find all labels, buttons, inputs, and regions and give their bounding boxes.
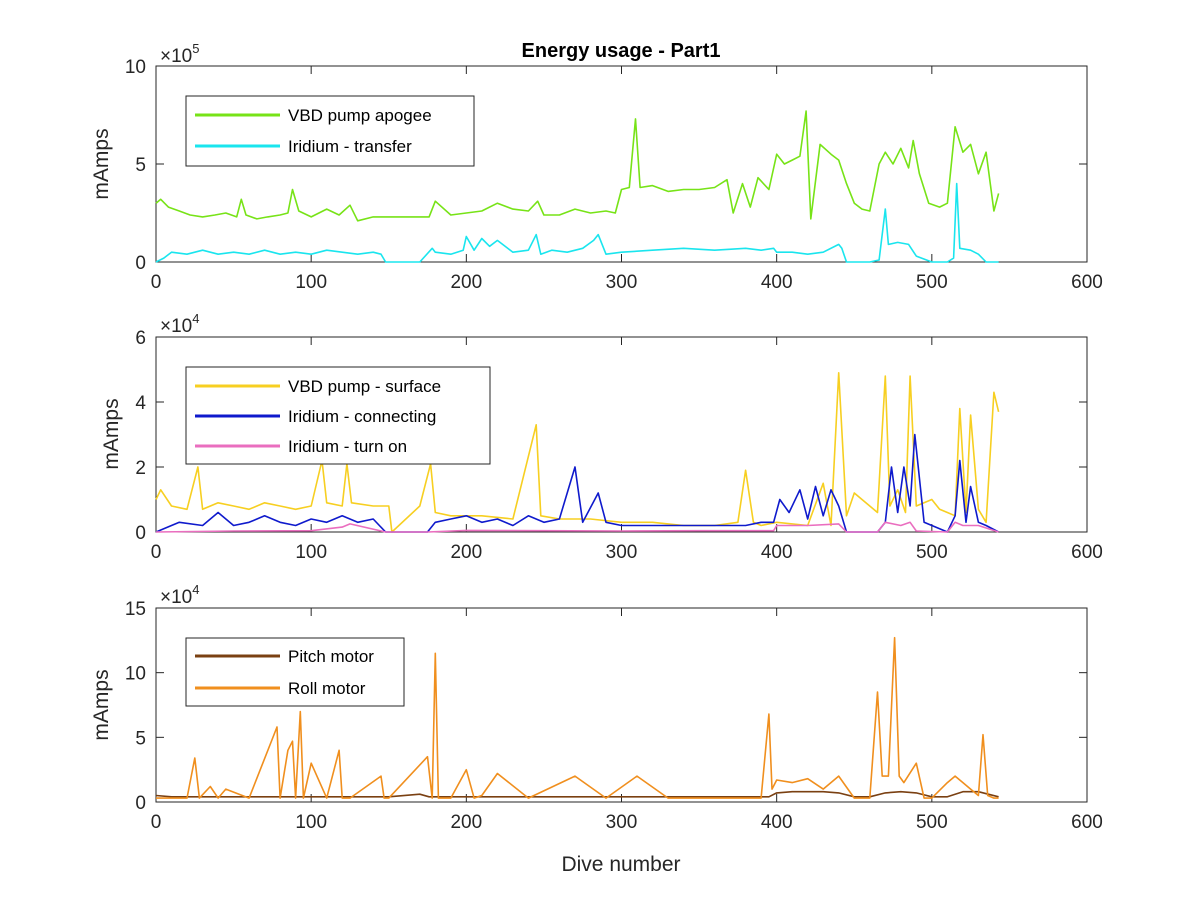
y-exponent-base-3: ×10 [160, 587, 192, 608]
x-tick-label-1-4: 400 [761, 272, 793, 293]
x-tick-label-3-1: 100 [295, 812, 327, 833]
x-tick-label-1-6: 600 [1071, 272, 1103, 293]
legend-box-1 [185, 95, 475, 167]
y-exponent-power-3: 4 [192, 582, 199, 597]
legend-3: Pitch motor Roll motor [185, 637, 405, 707]
y-tick-label-3-2: 10 [125, 664, 146, 685]
y-exponent-2: ×104 [160, 311, 199, 337]
y-exponent-1: ×105 [160, 41, 199, 67]
legend-label-2-2: Iridium - connecting [288, 407, 436, 426]
lines-1 [155, 110, 1000, 263]
series-line-2-1 [155, 371, 1000, 533]
x-tick-label-2-3: 300 [606, 542, 638, 563]
x-tick-label-2-0: 0 [151, 542, 162, 563]
series-line-1-2 [155, 182, 999, 263]
y-tick-label-3-0: 0 [135, 793, 146, 814]
legend-box-3 [185, 637, 405, 707]
chart-title: Energy usage - Part1 [522, 40, 721, 62]
x-tick-label-1-0: 0 [151, 272, 162, 293]
y-exponent-base-1: ×10 [160, 46, 192, 67]
subplot-1: Energy usage - Part1 mAmps ×105 0 100 200 3… [90, 40, 1103, 293]
x-tick-label-2-1: 100 [295, 542, 327, 563]
x-tick-label-3-5: 500 [916, 812, 948, 833]
y-exponent-power-1: 5 [192, 41, 199, 56]
x-tick-label-3-0: 0 [151, 812, 162, 833]
lines-2 [155, 371, 1000, 533]
y-tick-label-3-1: 5 [135, 728, 146, 749]
x-axis-label: Dive number [561, 853, 680, 876]
x-tick-label-1-1: 100 [295, 272, 327, 293]
legend-label-3-2: Roll motor [288, 679, 366, 698]
legend-label-1-2: Iridium - transfer [288, 137, 412, 156]
x-tick-label-1-2: 200 [450, 272, 482, 293]
legend-label-3-1: Pitch motor [288, 647, 374, 666]
x-tick-label-3-2: 200 [450, 812, 482, 833]
series-line-3-2 [156, 636, 999, 799]
x-tick-label-2-4: 400 [761, 542, 793, 563]
y-exponent-3: ×104 [160, 582, 199, 608]
x-tick-label-1-5: 500 [916, 272, 948, 293]
legend-label-2-3: Iridium - turn on [288, 437, 407, 456]
y-exponent-power-2: 4 [192, 311, 199, 326]
ticks-1: 0 100 200 300 400 500 600 0 5 10 [125, 57, 1103, 293]
legend-1: VBD pump apogee Iridium - transfer [185, 95, 475, 167]
ticks-3: 0 100 200 300 400 500 600 0 5 10 15 [125, 599, 1103, 833]
legend-label-2-1: VBD pump - surface [288, 377, 441, 396]
y-axis-label-2: mAmps [100, 398, 123, 469]
series-line-3-1 [155, 790, 999, 798]
y-axis-label-1: mAmps [90, 128, 113, 199]
y-tick-label-1-1: 5 [135, 155, 146, 176]
y-tick-label-3-3: 15 [125, 599, 146, 620]
x-tick-label-1-3: 300 [606, 272, 638, 293]
y-tick-label-2-3: 6 [135, 328, 146, 349]
series-line-1-1 [155, 110, 1000, 222]
series-line-2-3 [155, 521, 999, 533]
series-line-2-2 [155, 433, 999, 533]
y-exponent-base-2: ×10 [160, 316, 192, 337]
y-tick-label-2-0: 0 [135, 523, 146, 544]
y-axis-label-3: mAmps [90, 669, 113, 740]
lines-3 [155, 636, 999, 799]
y-tick-label-1-2: 10 [125, 57, 146, 78]
y-tick-label-2-2: 4 [135, 393, 146, 414]
x-tick-label-3-6: 600 [1071, 812, 1103, 833]
subplot-3: mAmps ×104 Dive number 0 100 200 300 400 500 6… [90, 582, 1103, 876]
x-tick-label-2-2: 200 [450, 542, 482, 563]
legend-label-1-1: VBD pump apogee [288, 106, 432, 125]
x-tick-label-3-4: 400 [761, 812, 793, 833]
x-tick-label-3-3: 300 [606, 812, 638, 833]
y-tick-label-2-1: 2 [135, 458, 146, 479]
legend-2: VBD pump - surface Iridium - connecting … [185, 366, 491, 465]
y-tick-label-1-0: 0 [135, 253, 146, 274]
x-tick-label-2-6: 600 [1071, 542, 1103, 563]
x-tick-label-2-5: 500 [916, 542, 948, 563]
